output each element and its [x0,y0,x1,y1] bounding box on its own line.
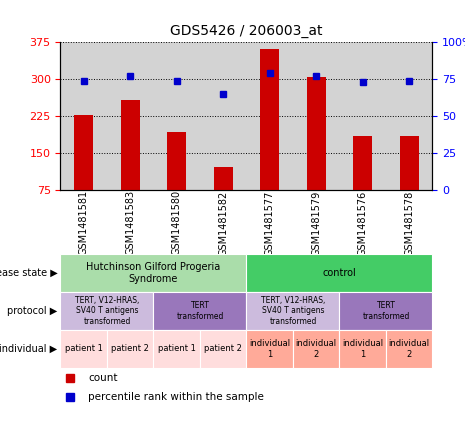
Bar [167,132,186,190]
Text: GSM1481580: GSM1481580 [172,190,182,255]
Text: GSM1481579: GSM1481579 [311,190,321,255]
Text: individual
1: individual 1 [342,339,383,359]
Text: patient 1: patient 1 [158,344,196,354]
Text: TERT
transformed: TERT transformed [176,301,224,321]
Text: patient 2: patient 2 [111,344,149,354]
Bar [200,330,246,368]
Text: TERT, V12-HRAS,
SV40 T antigens
transformed: TERT, V12-HRAS, SV40 T antigens transfor… [75,296,139,326]
Bar [246,292,339,330]
Text: individual
1: individual 1 [249,339,290,359]
Bar [246,254,432,292]
Bar [60,330,107,368]
Text: individual
2: individual 2 [296,339,337,359]
Text: control: control [323,268,356,278]
Bar [60,254,246,292]
Text: count: count [88,373,118,382]
Bar [153,330,200,368]
Bar [121,100,140,190]
Bar [107,330,153,368]
Text: protocol ▶: protocol ▶ [7,306,58,316]
Text: GSM1481578: GSM1481578 [404,190,414,255]
Text: individual ▶: individual ▶ [0,344,58,354]
Text: percentile rank within the sample: percentile rank within the sample [88,392,264,401]
Text: TERT
transformed: TERT transformed [362,301,410,321]
Bar [260,49,279,190]
Bar [386,330,432,368]
Bar [60,292,153,330]
Text: GSM1481583: GSM1481583 [125,190,135,255]
Text: individual
2: individual 2 [389,339,430,359]
Text: TERT, V12-HRAS,
SV40 T antigens
transformed: TERT, V12-HRAS, SV40 T antigens transfor… [261,296,325,326]
Bar [339,330,386,368]
Text: GSM1481576: GSM1481576 [358,190,368,255]
Text: patient 1: patient 1 [65,344,103,354]
Bar [74,115,93,190]
Text: GSM1481581: GSM1481581 [79,190,89,255]
Text: GSM1481582: GSM1481582 [218,190,228,255]
Text: Hutchinson Gilford Progeria
Syndrome: Hutchinson Gilford Progeria Syndrome [86,262,220,284]
Bar [214,167,232,190]
Bar [153,292,246,330]
Text: patient 2: patient 2 [204,344,242,354]
Bar [293,330,339,368]
Title: GDS5426 / 206003_at: GDS5426 / 206003_at [170,25,323,38]
Bar [246,330,293,368]
Text: GSM1481577: GSM1481577 [265,190,275,256]
Bar [400,136,418,190]
Bar [353,136,372,190]
Bar [339,292,432,330]
Text: disease state ▶: disease state ▶ [0,268,58,278]
Bar [307,77,326,190]
